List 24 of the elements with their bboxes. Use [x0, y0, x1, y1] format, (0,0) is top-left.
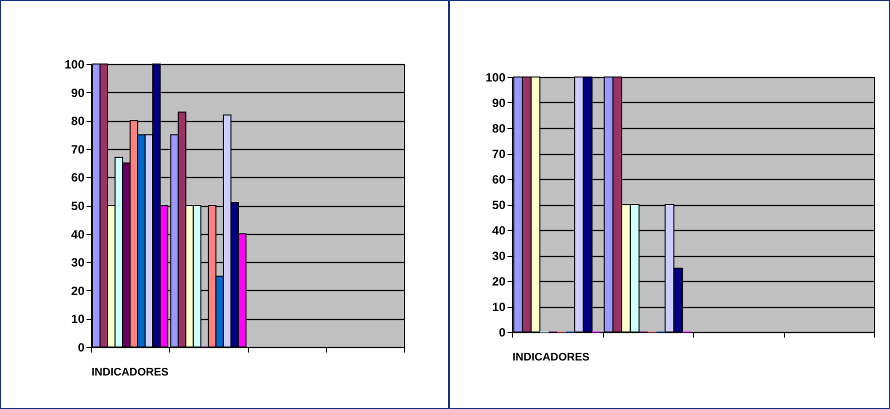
y-tick-label: 30 [71, 256, 85, 270]
y-tick-label: 50 [492, 198, 506, 212]
y-tick-label: 90 [492, 96, 506, 110]
y-tick-label: 40 [492, 224, 506, 238]
y-tick-label: 70 [71, 142, 85, 156]
y-tick-label: 0 [78, 340, 85, 354]
y-tick-label: 80 [71, 114, 85, 128]
x-axis-title: INDICADORES [92, 366, 169, 378]
y-tick-label: 80 [492, 122, 506, 136]
y-tick-label: 10 [492, 300, 506, 314]
y-tick-label: 100 [485, 70, 506, 84]
y-tick-label: 30 [492, 249, 506, 263]
y-tick-label: 50 [71, 199, 85, 213]
y-tick-label: 60 [71, 170, 85, 185]
y-tick-label: 90 [71, 86, 85, 100]
y-tick-label: 20 [492, 274, 506, 288]
y-tick-label: 10 [71, 312, 85, 326]
x-axis-title: INDICADORES [512, 352, 590, 364]
y-tick-label: 60 [492, 172, 506, 186]
y-tick-label: 70 [492, 147, 506, 161]
y-tick-label: 0 [498, 326, 506, 340]
y-tick-label: 20 [71, 284, 85, 298]
y-tick-label: 100 [64, 58, 85, 72]
y-tick-label: 40 [71, 227, 85, 242]
